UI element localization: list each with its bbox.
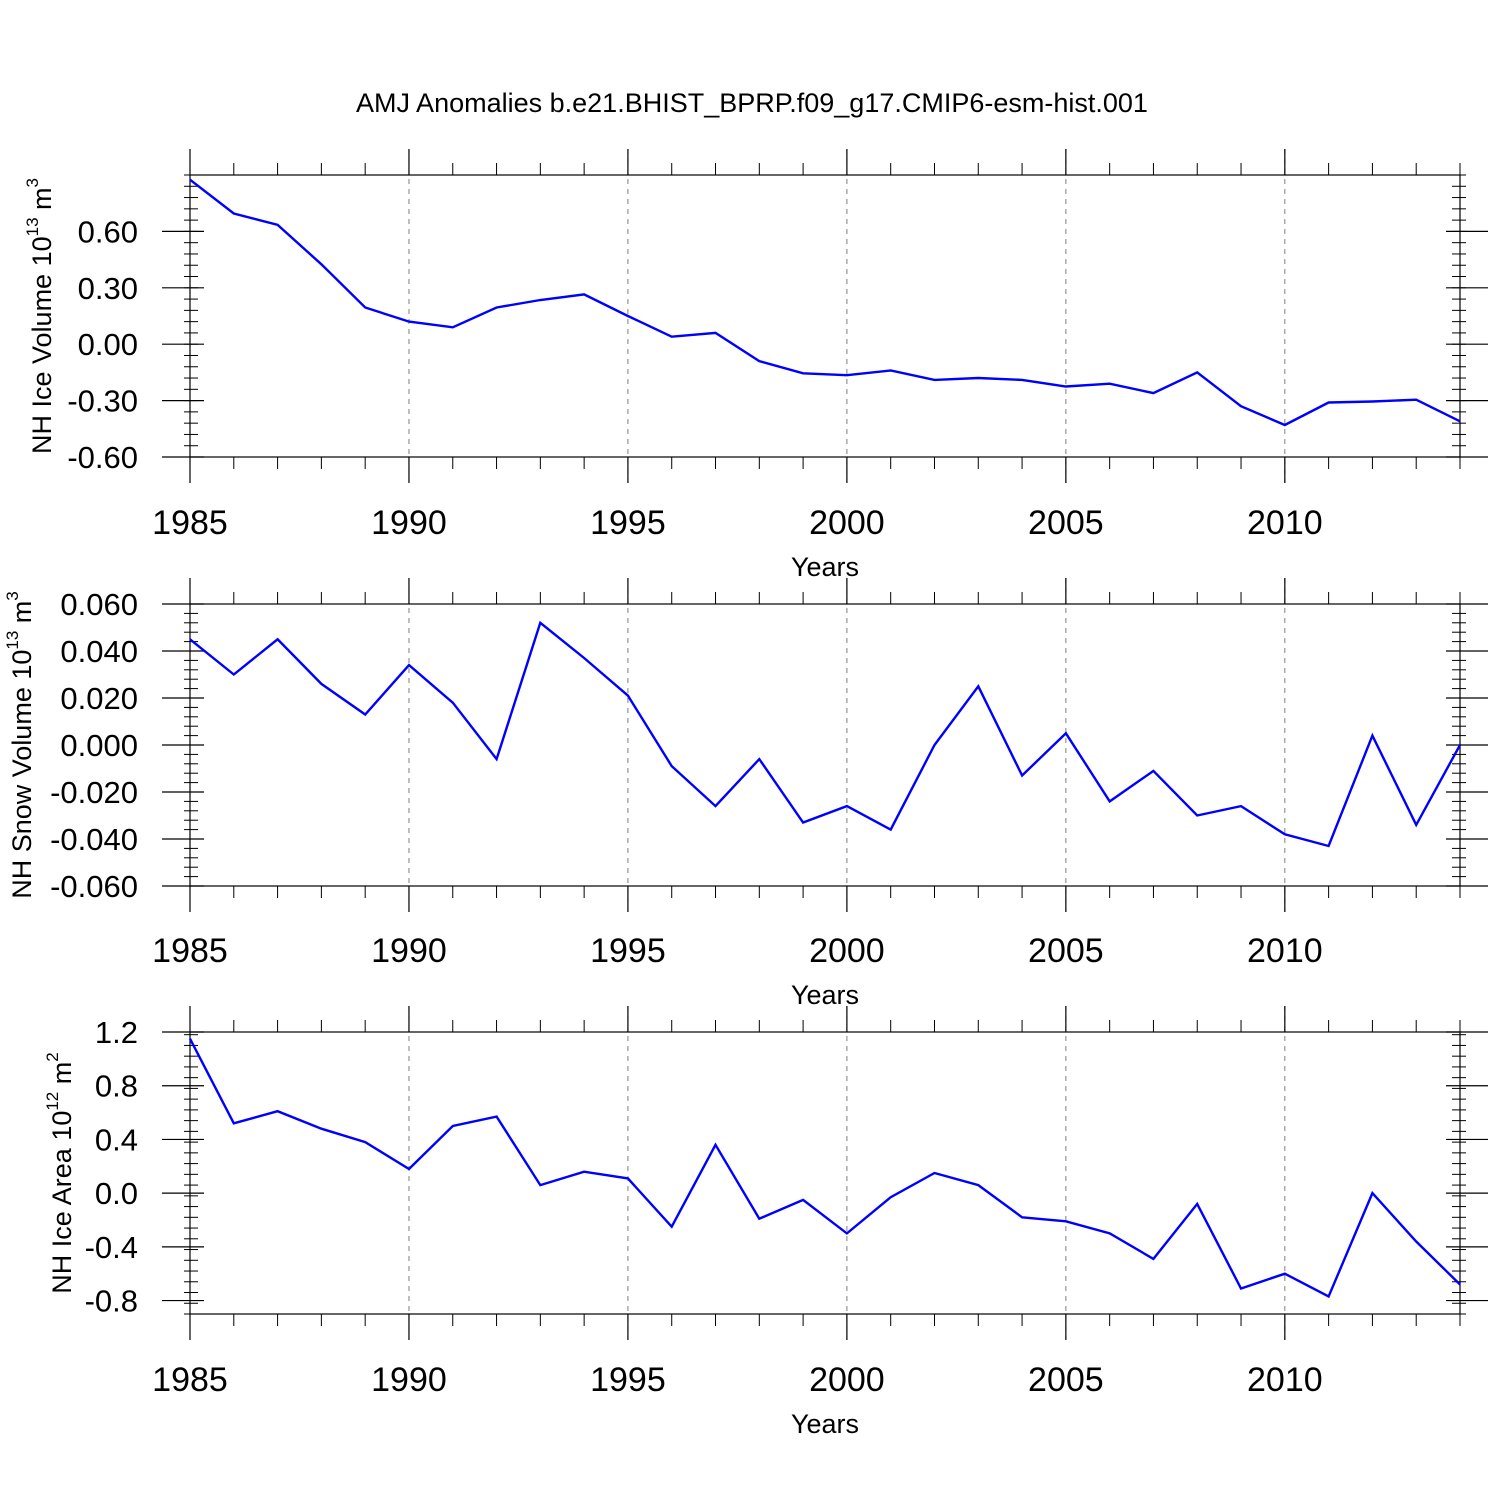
x-tick-label: 1990 [371, 504, 447, 542]
y-tick-label: 0.060 [60, 587, 138, 622]
x-tick-label: 2005 [1028, 1361, 1104, 1399]
y-tick-label: -0.60 [67, 440, 138, 475]
x-tick-label: 2010 [1247, 1361, 1323, 1399]
y-tick-label: 0.00 [78, 327, 138, 362]
y-tick-label: -0.30 [67, 384, 138, 419]
panels: 1985 1990 1995 2000 2005 2010 Years -0.60 -0.30 0… [3, 149, 1488, 1439]
y-tick-label: 0.040 [60, 634, 138, 669]
x-axis-label: Years [791, 980, 859, 1010]
y-axis-label-text: m [47, 1062, 77, 1092]
x-tick-label: 2000 [809, 932, 885, 970]
plot-frame [189, 174, 1461, 458]
y-tick-label: 0.0 [95, 1176, 138, 1211]
x-tick-label: 2005 [1028, 504, 1104, 542]
panel-2: 1985 1990 1995 2000 2005 2010 Years -0.060 -0.04… [3, 578, 1488, 1010]
x-axis-label: Years [791, 1409, 859, 1439]
y-tick-label: -0.020 [50, 775, 138, 810]
plot-frame [189, 1031, 1461, 1315]
y-axis-label-superscript: 3 [3, 591, 22, 600]
x-tick-label: 2005 [1028, 932, 1104, 970]
series-line [188, 1038, 1461, 1299]
y-axis-label-text: m [7, 601, 37, 631]
y-axis-label-superscript: 3 [23, 178, 42, 187]
y-tick-label: 0.020 [60, 681, 138, 716]
x-tick-label: 2010 [1247, 932, 1323, 970]
y-tick-label: -0.060 [50, 869, 138, 904]
series-line [189, 178, 1461, 427]
x-axis-label: Years [791, 552, 859, 582]
x-tick-label: 2000 [809, 1361, 885, 1399]
y-tick-label: 0.30 [78, 271, 138, 306]
y-axis-label-text: NH Ice Area 10 [47, 1111, 77, 1294]
y-axis-label-text: NH Snow Volume 10 [7, 650, 37, 899]
x-tick-label: 1995 [590, 504, 666, 542]
panel-1: 1985 1990 1995 2000 2005 2010 Years -0.60 -0.30 0… [23, 149, 1488, 582]
x-tick-label: 1985 [152, 1361, 228, 1399]
y-axis-label-superscript: 13 [23, 217, 42, 236]
y-axis-label-superscript: 2 [43, 1052, 62, 1061]
figure-title: AMJ Anomalies b.e21.BHIST_BPRP.f09_g17.C… [356, 88, 1148, 118]
x-tick-label: 2010 [1247, 504, 1323, 542]
y-tick-label: -0.8 [85, 1284, 138, 1319]
x-tick-label: 1995 [590, 932, 666, 970]
y-axis-label: NH Ice Volume 1013 m3 [23, 178, 57, 454]
x-tick-label: 1990 [371, 932, 447, 970]
y-axis-label: NH Snow Volume 1013 m3 [3, 591, 37, 899]
y-axis-label-text: NH Ice Volume 10 [27, 236, 57, 454]
y-tick-label: 0.4 [95, 1122, 138, 1157]
y-tick-label: 0.8 [95, 1069, 138, 1104]
y-tick-label: 0.000 [60, 728, 138, 763]
y-axis-label-text: m [27, 187, 57, 217]
y-axis-label: NH Ice Area 1012 m2 [43, 1052, 77, 1293]
x-tick-label: 1985 [152, 504, 228, 542]
y-tick-label: -0.4 [85, 1230, 138, 1265]
y-tick-label: 0.60 [78, 214, 138, 249]
x-tick-label: 1985 [152, 932, 228, 970]
series-line [189, 620, 1462, 848]
x-tick-label: 1995 [590, 1361, 666, 1399]
panel-3: 1985 1990 1995 2000 2005 2010 Years -0.8 -0.4 0.0… [43, 1006, 1488, 1439]
y-tick-label: -0.040 [50, 822, 138, 857]
y-axis-label-superscript: 12 [43, 1092, 62, 1111]
y-axis-label-superscript: 13 [3, 631, 22, 650]
x-tick-label: 1990 [371, 1361, 447, 1399]
x-tick-label: 2000 [809, 504, 885, 542]
y-tick-label: 1.2 [95, 1015, 138, 1050]
